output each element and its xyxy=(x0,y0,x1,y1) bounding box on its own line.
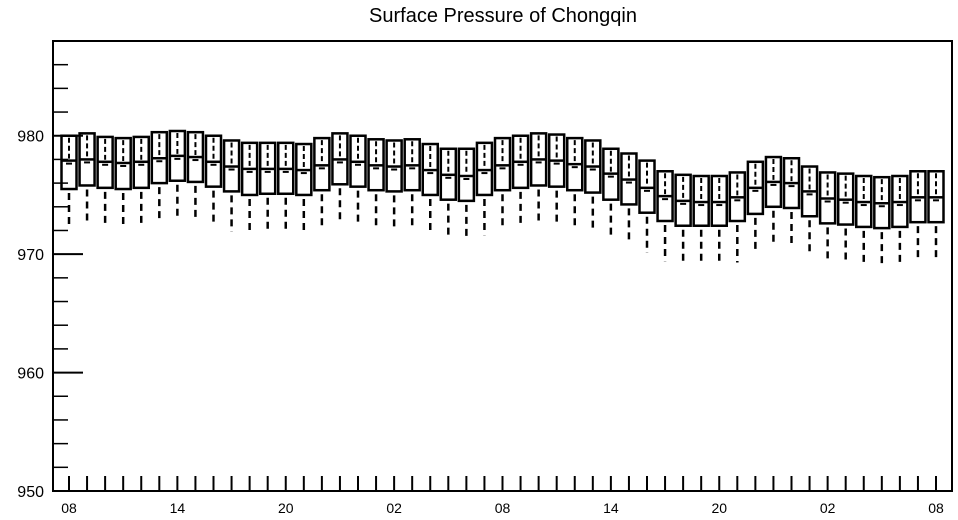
box-42 xyxy=(818,171,837,263)
x-tick-label: 14 xyxy=(170,500,186,516)
box-12 xyxy=(277,141,295,233)
box-43 xyxy=(836,172,855,264)
box-3 xyxy=(114,136,132,227)
box-25 xyxy=(511,134,530,226)
x-tick-label: 08 xyxy=(61,500,77,516)
box-13 xyxy=(295,142,313,235)
box-10 xyxy=(240,141,259,235)
box-46 xyxy=(891,174,909,265)
plot-frame xyxy=(52,40,953,492)
box-1 xyxy=(78,132,96,224)
box-19 xyxy=(403,138,421,230)
box-23 xyxy=(475,141,494,236)
x-tick-label: 02 xyxy=(386,500,402,516)
y-tick-label: 960 xyxy=(17,366,44,383)
box-17 xyxy=(367,138,385,230)
box-24 xyxy=(493,136,512,230)
plot-boxes xyxy=(60,129,945,266)
x-tick-label: 20 xyxy=(278,500,294,516)
chart-title: Surface Pressure of Chongqin xyxy=(369,5,637,27)
y-tick-label: 980 xyxy=(17,129,44,146)
box-8 xyxy=(204,134,223,226)
y-axis-ticks xyxy=(53,40,83,492)
box-40 xyxy=(782,156,801,246)
box-37 xyxy=(728,171,747,263)
box-45 xyxy=(873,175,891,266)
box-39 xyxy=(764,155,783,245)
box-7 xyxy=(186,130,205,221)
box-5 xyxy=(150,130,169,221)
box-28 xyxy=(566,136,584,229)
box-15 xyxy=(331,132,349,224)
box-30 xyxy=(602,147,620,237)
box-22 xyxy=(457,147,476,240)
box-34 xyxy=(674,173,692,265)
box-38 xyxy=(746,160,765,252)
box-0 xyxy=(60,134,78,229)
y-axis-tick-labels: 950 960 970 980 xyxy=(17,129,44,501)
x-tick-label: 08 xyxy=(495,500,511,516)
box-4 xyxy=(132,135,150,226)
box-18 xyxy=(385,139,403,231)
box-body xyxy=(60,134,78,191)
box-32 xyxy=(638,159,656,253)
box-27 xyxy=(547,133,566,225)
box-47 xyxy=(909,170,927,262)
x-tick-label: 08 xyxy=(928,500,944,516)
box-44 xyxy=(855,174,873,266)
box-35 xyxy=(692,174,710,265)
x-tick-label: 14 xyxy=(603,500,619,516)
box-33 xyxy=(656,170,674,262)
box-9 xyxy=(222,139,241,232)
box-26 xyxy=(529,132,548,224)
box-2 xyxy=(96,135,114,226)
box-16 xyxy=(349,134,367,226)
y-tick-label: 970 xyxy=(17,247,44,264)
x-axis-tick-labels: 08 14 20 02 08 14 20 02 08 xyxy=(61,500,944,516)
box-6 xyxy=(168,129,187,220)
box-48 xyxy=(927,170,945,262)
box-36 xyxy=(710,174,728,265)
box-31 xyxy=(620,152,638,244)
x-tick-label: 20 xyxy=(711,500,727,516)
x-axis-ticks xyxy=(68,476,937,491)
box-20 xyxy=(421,142,439,235)
box-11 xyxy=(258,141,277,233)
box-14 xyxy=(313,136,331,230)
box-29 xyxy=(584,139,602,231)
y-tick-label: 950 xyxy=(17,484,44,501)
x-tick-label: 02 xyxy=(820,500,836,516)
box-21 xyxy=(439,147,458,239)
box-41 xyxy=(800,165,819,255)
